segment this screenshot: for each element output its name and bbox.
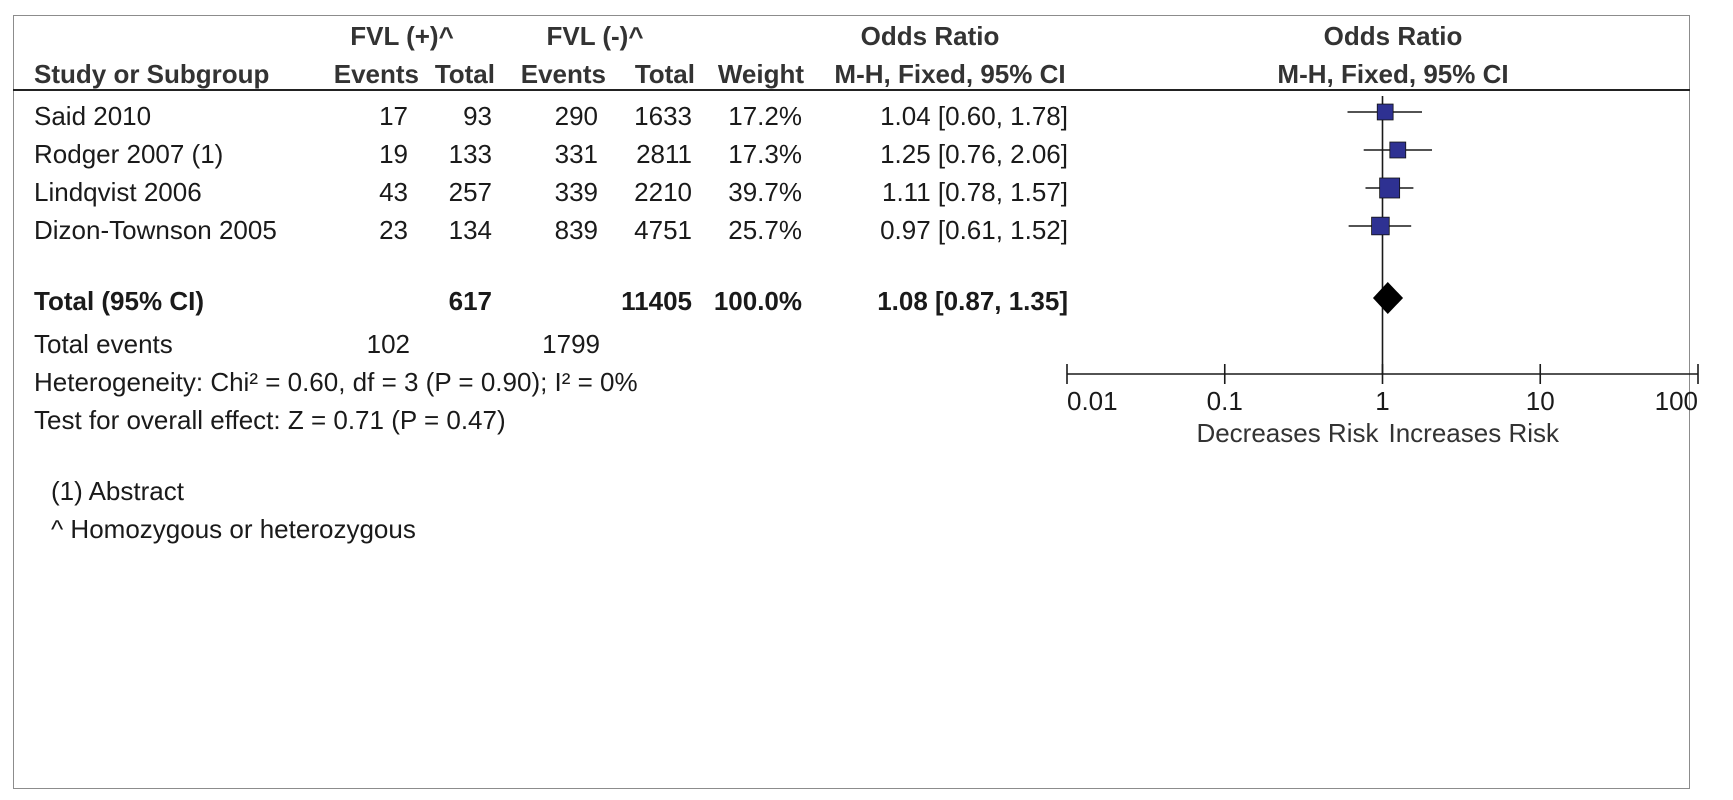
header-divider — [13, 89, 1690, 91]
x-axis-tick-label: 100 — [1655, 386, 1698, 416]
heterogeneity-text: Heterogeneity: Chi² = 0.60, df = 3 (P = … — [34, 367, 638, 397]
total-weight-cell: 100.0% — [713, 286, 802, 316]
study-marker — [1371, 216, 1390, 236]
weight-cell: 17.2% — [728, 101, 802, 131]
total1-cell: 617 — [448, 286, 492, 316]
or-ci-cell: 0.97 [0.61, 1.52] — [880, 215, 1068, 245]
weight-cell: 17.3% — [728, 139, 802, 169]
study-marker — [1379, 177, 1401, 199]
events1-cell: 17 — [379, 101, 408, 131]
study-name: Said 2010 — [34, 101, 152, 131]
events2-cell: 839 — [554, 215, 598, 245]
events1-cell: 23 — [379, 215, 408, 245]
study-marker — [1389, 141, 1407, 159]
figure-frame — [13, 15, 1690, 789]
total2-cell: 11405 — [621, 286, 692, 316]
x-axis-tick-label: 10 — [1526, 386, 1555, 416]
study-name: Lindqvist 2006 — [34, 177, 202, 207]
events2-cell: 290 — [554, 101, 598, 131]
events2-header: Events — [520, 59, 606, 89]
x-axis-tick-label: 1 — [1375, 386, 1389, 416]
study-name: Dizon-Townson 2005 — [34, 215, 277, 245]
total2-cell: 2210 — [634, 177, 692, 207]
weight-cell: 39.7% — [728, 177, 802, 207]
x-axis-tick-label: 0.1 — [1207, 386, 1243, 416]
total-events1-cell: 102 — [366, 329, 410, 359]
or-header: Odds Ratio — [860, 21, 1000, 51]
summary-diamond — [1372, 282, 1404, 314]
group1-header: FVL (+)^ — [350, 21, 454, 51]
events2-cell: 339 — [554, 177, 598, 207]
events1-header: Events — [333, 59, 419, 89]
events1-cell: 43 — [379, 177, 408, 207]
or-plot-header: Odds Ratio — [1323, 21, 1463, 51]
total1-cell: 134 — [448, 215, 492, 245]
study-name: Rodger 2007 (1) — [34, 139, 224, 169]
total1-cell: 257 — [448, 177, 492, 207]
study-column-header: Study or Subgroup — [34, 59, 270, 89]
total-events-label: Total events — [34, 329, 173, 359]
events1-cell: 19 — [379, 139, 408, 169]
total1-header: Total — [434, 59, 495, 89]
or-ci-cell: 1.11 [0.78, 1.57] — [882, 177, 1068, 207]
group2-header: FVL (-)^ — [546, 21, 644, 51]
total2-cell: 2811 — [636, 139, 692, 169]
total2-header: Total — [634, 59, 695, 89]
method-plot-header: M-H, Fixed, 95% CI — [1277, 59, 1509, 89]
or-ci-cell: 1.04 [0.60, 1.78] — [880, 101, 1068, 131]
footnote-1: (1) Abstract — [51, 476, 184, 506]
total-or-ci-cell: 1.08 [0.87, 1.35] — [877, 286, 1068, 316]
or-ci-cell: 1.25 [0.76, 2.06] — [880, 139, 1068, 169]
weight-cell: 25.7% — [728, 215, 802, 245]
method-header: M-H, Fixed, 95% CI — [834, 59, 1066, 89]
total-events2-cell: 1799 — [542, 329, 600, 359]
x-axis-tick-label: 0.01 — [1067, 386, 1118, 416]
total2-cell: 1633 — [634, 101, 692, 131]
overall-effect-text: Test for overall effect: Z = 0.71 (P = 0… — [34, 405, 506, 435]
footnote-2: ^ Homozygous or heterozygous — [51, 514, 416, 544]
study-marker — [1376, 103, 1394, 121]
total1-cell: 133 — [448, 139, 492, 169]
events2-cell: 331 — [554, 139, 598, 169]
total-label: Total (95% CI) — [34, 286, 204, 316]
total1-cell: 93 — [463, 101, 492, 131]
axis-left-label: Decreases Risk — [1196, 418, 1379, 448]
total2-cell: 4751 — [634, 215, 692, 245]
axis-right-label: Increases Risk — [1389, 418, 1560, 448]
weight-header: Weight — [717, 59, 804, 89]
